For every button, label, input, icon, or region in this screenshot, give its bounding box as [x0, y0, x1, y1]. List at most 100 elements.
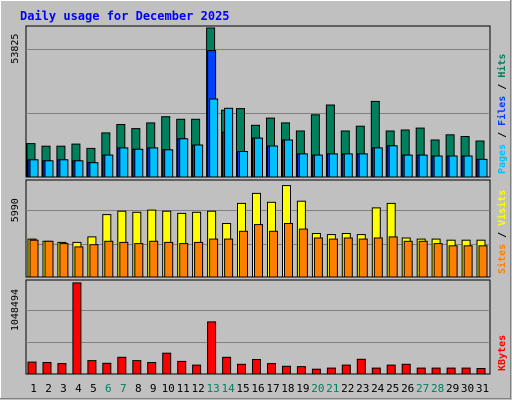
hits_panel: 53825 Pages / Files / Hits [10, 25, 508, 178]
legend-separator: / [497, 226, 508, 244]
x-tick-label: 2 [45, 382, 52, 395]
bar-kbytes [57, 363, 67, 375]
x-tick-label: 5 [90, 382, 97, 395]
legend-separator: / [497, 78, 508, 96]
x-tick-label: 4 [75, 382, 82, 395]
bar-pages [284, 139, 293, 178]
bar-kbytes [117, 356, 127, 375]
x-tick-label: 24 [371, 382, 385, 395]
bar-sites [433, 243, 443, 278]
bar-sites [224, 238, 234, 278]
bar-sites [74, 246, 84, 278]
bar-sites [149, 240, 159, 278]
x-tick-label: 25 [386, 382, 399, 395]
bar-pages [209, 98, 219, 178]
bar-kbytes [237, 363, 246, 375]
bar-pages [328, 153, 338, 178]
bar-kbytes [311, 368, 321, 375]
bar-sites [298, 228, 308, 278]
bar-sites [478, 245, 488, 278]
bar-pages [29, 159, 39, 178]
bar-sites [194, 241, 204, 278]
bar-sites [239, 230, 248, 278]
x-tick-label: 12 [191, 382, 204, 395]
bar-pages [134, 148, 144, 178]
bar-pages [254, 137, 263, 178]
legend: KBytes [497, 335, 508, 371]
y-axis-max-label: 5990 [10, 198, 21, 222]
bar-kbytes [102, 362, 112, 375]
bar-pages [313, 154, 323, 178]
bar-pages [478, 158, 488, 178]
bar-sites [328, 238, 338, 278]
x-tick-label: 19 [296, 382, 309, 395]
bar-pages [89, 162, 99, 178]
bar-sites [418, 240, 428, 278]
y-axis-max-label: 1048494 [10, 289, 21, 331]
legend: Pages / Files / Hits [496, 54, 508, 174]
bar-pages [463, 155, 473, 178]
x-tick-label: 10 [162, 382, 175, 395]
bar-sites [448, 245, 458, 278]
bar-kbytes [27, 361, 37, 375]
bar-sites [463, 245, 473, 278]
bar-pages [433, 155, 443, 178]
bar-pages [358, 153, 368, 178]
x-tick-label: 13 [206, 382, 219, 395]
bar-kbytes [476, 368, 486, 375]
bar-pages [179, 138, 189, 178]
legend: Sites / Visits [496, 190, 508, 274]
bar-kbytes [147, 362, 157, 375]
bar-sites [59, 243, 69, 278]
x-tick-label: 6 [105, 382, 112, 395]
x-axis-labels: 1 2 3 4 5 6 7 8 9 10 11 12 13 14 15 16 17 18 19 20 21 22 23 24 2… [30, 382, 489, 395]
x-tick-label: 15 [236, 382, 249, 395]
bar-sites [89, 244, 99, 278]
bar-kbytes [431, 367, 441, 375]
x-tick-label: 31 [476, 382, 489, 395]
bar-kbytes [72, 282, 82, 375]
x-tick-label: 16 [251, 382, 264, 395]
bar-kbytes [207, 321, 217, 375]
bar-kbytes [296, 366, 306, 375]
panel-frame [25, 279, 491, 375]
bar-sites [358, 238, 368, 278]
legend-item: Pages [497, 144, 508, 174]
bar-pages [194, 144, 204, 178]
x-tick-label: 28 [431, 382, 444, 395]
bar-pages [403, 154, 413, 178]
x-tick-label: 14 [221, 382, 235, 395]
bar-pages [373, 147, 383, 178]
bar-sites [254, 224, 263, 278]
y-axis-max-label: 53825 [10, 34, 21, 64]
bar-sites [284, 223, 293, 278]
bar-pages [418, 154, 428, 178]
bar-kbytes [162, 352, 172, 375]
bar-kbytes [356, 358, 366, 375]
legend-item: KBytes [497, 335, 508, 371]
bar-kbytes [252, 359, 261, 375]
x-tick-label: 17 [266, 382, 279, 395]
visits_panel: 5990 Sites / Visits [10, 179, 508, 278]
bar-pages [448, 155, 458, 178]
x-tick-label: 8 [135, 382, 142, 395]
bar-pages [119, 147, 129, 178]
bar-sites [373, 237, 383, 278]
x-tick-label: 11 [177, 382, 190, 395]
x-tick-label: 22 [341, 382, 354, 395]
bar-kbytes [222, 356, 232, 375]
bar-sites [44, 240, 54, 278]
x-tick-label: 29 [446, 382, 459, 395]
bar-kbytes [267, 363, 276, 375]
x-tick-label: 9 [150, 382, 157, 395]
bar-kbytes [282, 365, 291, 375]
x-tick-label: 3 [60, 382, 67, 395]
x-tick-label: 18 [281, 382, 294, 395]
x-tick-label: 26 [401, 382, 414, 395]
x-tick-label: 21 [326, 382, 339, 395]
chart-title: Daily usage for December 2025 [20, 9, 230, 23]
bar-sites [388, 236, 398, 278]
bar-kbytes [132, 360, 142, 375]
chart-panels: 53825 Pages / Files / Hits 5990 Sites / Vis… [10, 25, 508, 375]
